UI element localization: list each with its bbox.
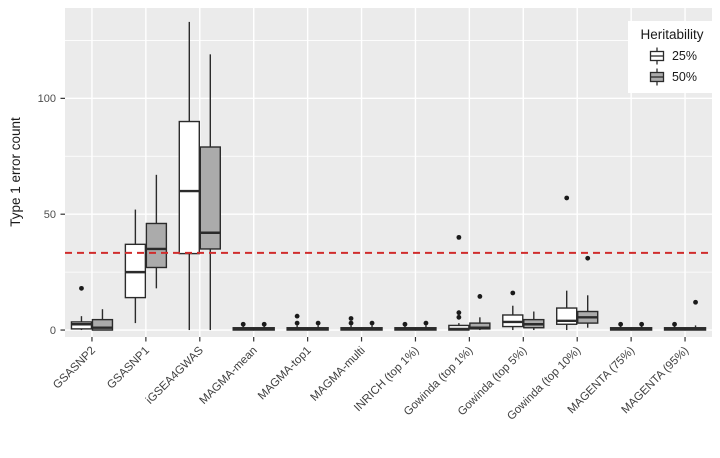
panel-background bbox=[65, 8, 712, 337]
x-axis-label: MAGMA-mean bbox=[198, 345, 260, 407]
y-tick-label: 50 bbox=[44, 209, 56, 221]
outlier-dot bbox=[456, 314, 462, 320]
box bbox=[199, 146, 221, 250]
boxplot-glyph-icon bbox=[649, 68, 665, 85]
y-tick-label: 0 bbox=[50, 325, 56, 337]
outlier-dot bbox=[79, 285, 84, 291]
outlier-dot bbox=[402, 321, 408, 327]
box bbox=[145, 222, 168, 269]
y-axis-title: Type 1 error count bbox=[8, 117, 23, 227]
outlier-dot bbox=[510, 290, 516, 296]
x-axis-label: GSASNP1 bbox=[105, 345, 152, 392]
outlier-dot bbox=[423, 320, 429, 326]
legend-item-50: 50% bbox=[628, 66, 716, 87]
outlier-dot bbox=[564, 195, 570, 201]
outlier-dot bbox=[585, 255, 591, 261]
outlier-dot bbox=[294, 320, 300, 326]
legend-item-25: 25% bbox=[628, 45, 716, 66]
legend-label-25: 25% bbox=[671, 48, 698, 63]
box bbox=[178, 120, 200, 255]
box bbox=[91, 318, 114, 331]
outlier-dot bbox=[618, 321, 624, 327]
x-axis-label: iGSEA4GWAS bbox=[144, 344, 206, 406]
outlier-dot bbox=[261, 321, 267, 327]
outlier-dot bbox=[456, 310, 462, 316]
outlier-dot bbox=[315, 320, 321, 326]
outlier-dot bbox=[240, 321, 246, 327]
outlier-dot bbox=[672, 321, 677, 327]
outlier-dot bbox=[348, 320, 354, 326]
outlier-dot bbox=[348, 316, 354, 321]
outlier-dot bbox=[477, 294, 483, 299]
outlier-dot bbox=[693, 299, 698, 305]
outlier-dot bbox=[294, 313, 300, 319]
x-axis-label: MAGMA-multi bbox=[309, 345, 368, 404]
outlier-dot bbox=[369, 320, 375, 326]
y-tick-label: 100 bbox=[38, 93, 56, 105]
legend-label-50: 50% bbox=[671, 69, 698, 84]
outlier-dot bbox=[456, 234, 462, 240]
legend-title: Heritability bbox=[640, 27, 704, 42]
x-axis-label: GSASNP2 bbox=[51, 345, 98, 392]
outlier-dot bbox=[639, 321, 645, 327]
x-axis-label: MAGMA-top1 bbox=[256, 345, 314, 403]
boxplot-glyph-icon bbox=[649, 47, 665, 64]
legend: Heritability 25% 50% bbox=[628, 21, 716, 93]
